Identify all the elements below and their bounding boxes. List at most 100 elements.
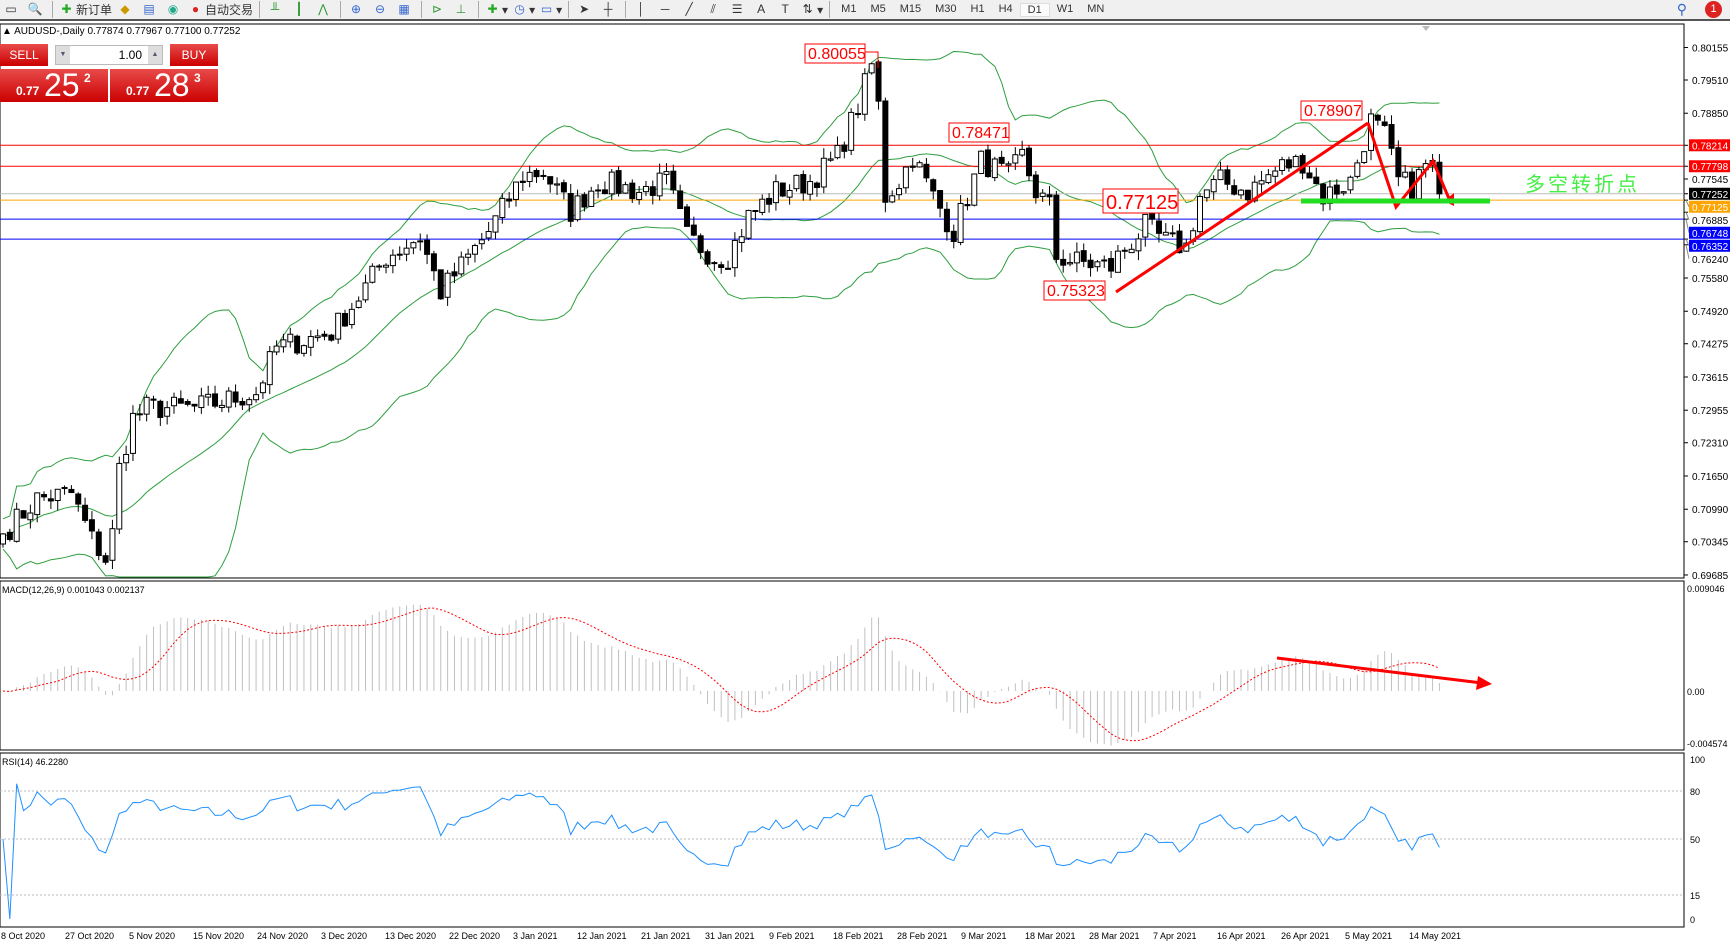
candle-body	[430, 253, 437, 272]
text-label-tool[interactable]: T	[776, 0, 796, 19]
candle-body	[1347, 176, 1354, 191]
zoom-in-button[interactable]: ⊕	[347, 0, 367, 19]
symbol-info: ▲ AUDUSD-,Daily 0.77874 0.77967 0.77100 …	[2, 26, 241, 37]
candle-body	[109, 528, 116, 561]
sell-button[interactable]: SELL	[0, 44, 48, 66]
timeframe-w1[interactable]: W1	[1056, 2, 1074, 15]
candlestick-button[interactable]: ┃	[290, 0, 310, 19]
candle-body	[964, 204, 971, 207]
increase-lots-button[interactable]: ▲	[148, 46, 162, 64]
candle-body	[355, 300, 362, 308]
axis-label-leader	[1685, 199, 1690, 207]
candle	[0, 533, 6, 548]
zoom-search-button[interactable]: 🔍	[26, 0, 46, 19]
metaeditor-button[interactable]: ◆	[116, 0, 136, 19]
notification-badge[interactable]: 1	[1705, 1, 1722, 18]
candle-body	[725, 267, 732, 270]
auto-trading-button[interactable]: ● 自动交易	[188, 0, 253, 19]
chart-shift-button[interactable]: ⊥	[452, 0, 472, 19]
buy-price-pips: 28	[154, 67, 190, 103]
arrows-tool[interactable]: ⇅ ▾	[800, 0, 824, 19]
timeframe-m1[interactable]: M1	[841, 2, 857, 15]
timeframe-m30[interactable]: M30	[935, 2, 957, 15]
candle	[198, 387, 205, 414]
candle-body	[0, 533, 6, 545]
candle-body	[218, 404, 225, 408]
candle-body	[704, 251, 711, 265]
signals-button[interactable]: ◉	[164, 0, 184, 19]
candle	[991, 156, 998, 182]
date-axis-label: 27 Oct 2020	[65, 931, 114, 941]
buy-button[interactable]: BUY	[170, 44, 218, 66]
cursor-tool[interactable]: ➤	[575, 0, 595, 19]
candle-body	[1012, 154, 1019, 164]
templates-button[interactable]: ▭ ▾	[540, 2, 563, 17]
separator	[478, 1, 480, 18]
candle-body	[752, 209, 759, 212]
candle	[1361, 151, 1368, 165]
candle	[41, 491, 48, 501]
candle-body	[793, 174, 800, 190]
timeframe-m15[interactable]: M15	[899, 2, 922, 15]
candle-body	[1121, 249, 1128, 252]
candle	[424, 234, 431, 265]
timeframe-mn[interactable]: MN	[1087, 2, 1105, 15]
candle-body	[1080, 250, 1087, 262]
candle	[273, 340, 280, 356]
candle-body	[253, 394, 260, 401]
timeframe-d1[interactable]: D1	[1019, 2, 1050, 17]
horizontal-line-tool[interactable]: ─	[656, 0, 676, 19]
candle	[287, 327, 294, 348]
zoom-out-button[interactable]: ⊖	[371, 0, 391, 19]
timeframe-h1[interactable]: H1	[970, 2, 985, 15]
candle-body	[656, 172, 663, 197]
level-tag	[1689, 200, 1730, 213]
new-order-button[interactable]: ✚ 新订单	[59, 0, 112, 19]
candle-body	[1265, 174, 1272, 184]
market-watch-button[interactable]: ▤	[140, 0, 160, 19]
candle-body	[971, 173, 978, 206]
candle-body	[738, 236, 745, 243]
search-icon[interactable]: ⚲	[1676, 1, 1687, 17]
timeframe-m5[interactable]: M5	[870, 2, 886, 15]
candle	[547, 176, 554, 193]
candle	[1019, 140, 1026, 157]
equidistant-channel-tool[interactable]: ⫽	[704, 0, 724, 19]
annotation-077125: 0.77125	[1106, 192, 1178, 214]
candle-body	[984, 149, 991, 178]
chart-window-button[interactable]: ▭	[2, 0, 22, 19]
timeframe-h4[interactable]: H4	[998, 2, 1013, 15]
decrease-lots-button[interactable]: ▼	[56, 46, 70, 64]
candle	[458, 251, 465, 277]
fibonacci-tool[interactable]: ☰	[728, 0, 748, 19]
trendline-tool[interactable]: ╱	[680, 0, 700, 19]
buy-price[interactable]: 0.77 28 3	[110, 67, 218, 103]
vertical-line-tool[interactable]: │	[632, 0, 652, 19]
indicators-button[interactable]: ✚ ▾	[485, 0, 509, 19]
candle-body	[540, 174, 547, 177]
candle	[47, 489, 54, 509]
line-chart-button[interactable]: ⋀	[314, 0, 334, 19]
candle	[950, 224, 957, 249]
candle	[1231, 179, 1238, 196]
candle-body	[348, 308, 355, 326]
candle	[554, 177, 561, 195]
candle-body	[930, 179, 937, 192]
sell-price[interactable]: 0.77 25 2	[0, 67, 108, 103]
candle	[492, 215, 499, 240]
candle-body	[259, 382, 266, 394]
crosshair-tool[interactable]: ┼	[599, 0, 619, 19]
macd-axis-label: 0.00	[1687, 687, 1705, 697]
periods-button[interactable]: ◷ ▾	[512, 0, 535, 19]
text-icon: A	[757, 2, 766, 16]
candle-body	[143, 396, 150, 415]
date-axis-label: 21 Jan 2021	[641, 931, 691, 941]
auto-scroll-button[interactable]: ⊳	[428, 0, 448, 19]
lot-size-input[interactable]: ▼ 1.00 ▲	[55, 45, 163, 65]
tile-windows-button[interactable]: ▦	[395, 0, 415, 19]
separator	[625, 1, 627, 18]
candle-body	[581, 194, 588, 208]
text-tool[interactable]: A	[752, 0, 772, 19]
bar-chart-button[interactable]: ╨	[266, 0, 286, 19]
